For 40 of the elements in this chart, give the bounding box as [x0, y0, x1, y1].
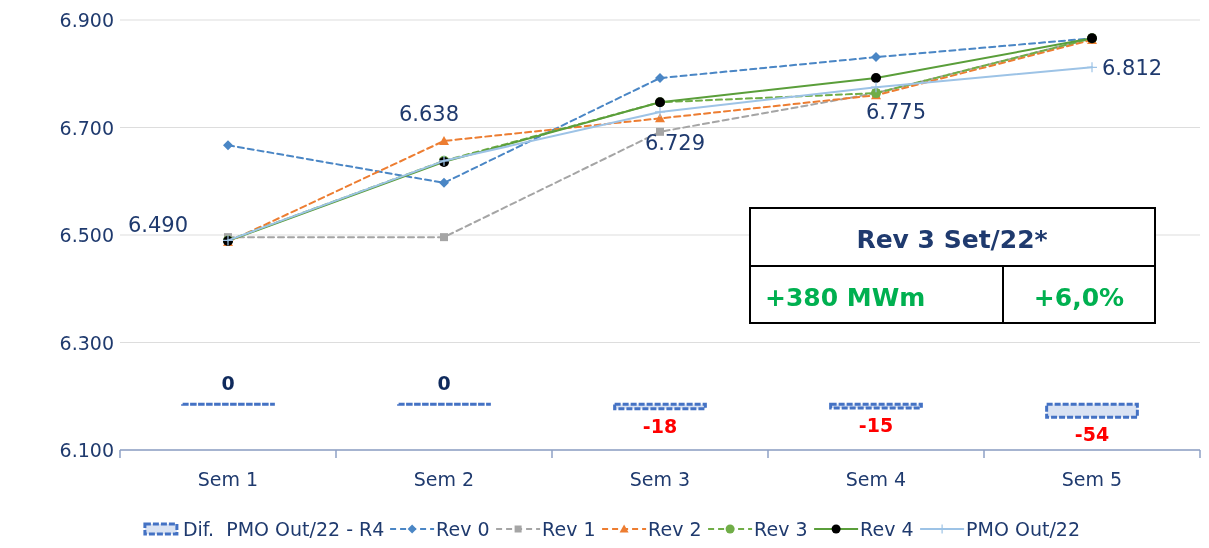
legend-label: Rev 0	[436, 518, 490, 540]
data-label: 0	[437, 372, 451, 395]
point	[870, 81, 882, 93]
x-tick-label: Sem 2	[413, 468, 475, 490]
y-tick-label: 6.700	[59, 116, 114, 139]
annotation: +380 MWm	[765, 283, 926, 312]
point	[439, 135, 449, 145]
point	[440, 233, 448, 242]
data-label: 6.812	[1102, 56, 1163, 81]
x-tick-label: Sem 5	[1061, 468, 1123, 490]
legend-label: Rev 4	[860, 518, 914, 540]
x-tick-label: Sem 3	[629, 468, 691, 490]
annotation: Rev 3 Set/22*	[856, 225, 1048, 254]
legend-label: Rev 1	[542, 518, 596, 540]
y-tick-label: 6.500	[59, 224, 114, 246]
data-label: 6.490	[127, 213, 189, 238]
y-tick-label: 6.900	[59, 9, 114, 31]
data-label: -15	[858, 413, 894, 436]
data-label: 6.729	[644, 130, 706, 155]
data-label: 0	[221, 372, 235, 395]
legend-label: Rev 3	[754, 518, 808, 540]
legend-label: Dif. PMO Out/22 - R4	[182, 518, 385, 540]
legend-label: Rev 2	[648, 518, 702, 540]
point	[654, 106, 666, 118]
point	[655, 73, 665, 84]
point	[223, 140, 233, 151]
data-label: -18	[642, 414, 678, 437]
y-tick-label: 6.100	[59, 439, 114, 461]
legend-label: PMO Out/22	[966, 518, 1080, 540]
x-tick-label: Sem 1	[197, 468, 259, 490]
data-label: 6.775	[865, 100, 927, 125]
data-label: -54	[1074, 423, 1110, 446]
x-tick-label: Sem 4	[845, 468, 907, 490]
point	[871, 73, 881, 84]
point	[439, 177, 449, 188]
data-label: 6.638	[398, 101, 460, 126]
point	[871, 52, 881, 63]
annotation: +6,0%	[1033, 283, 1125, 312]
point	[1086, 61, 1098, 73]
y-tick-label: 6.300	[59, 331, 114, 354]
